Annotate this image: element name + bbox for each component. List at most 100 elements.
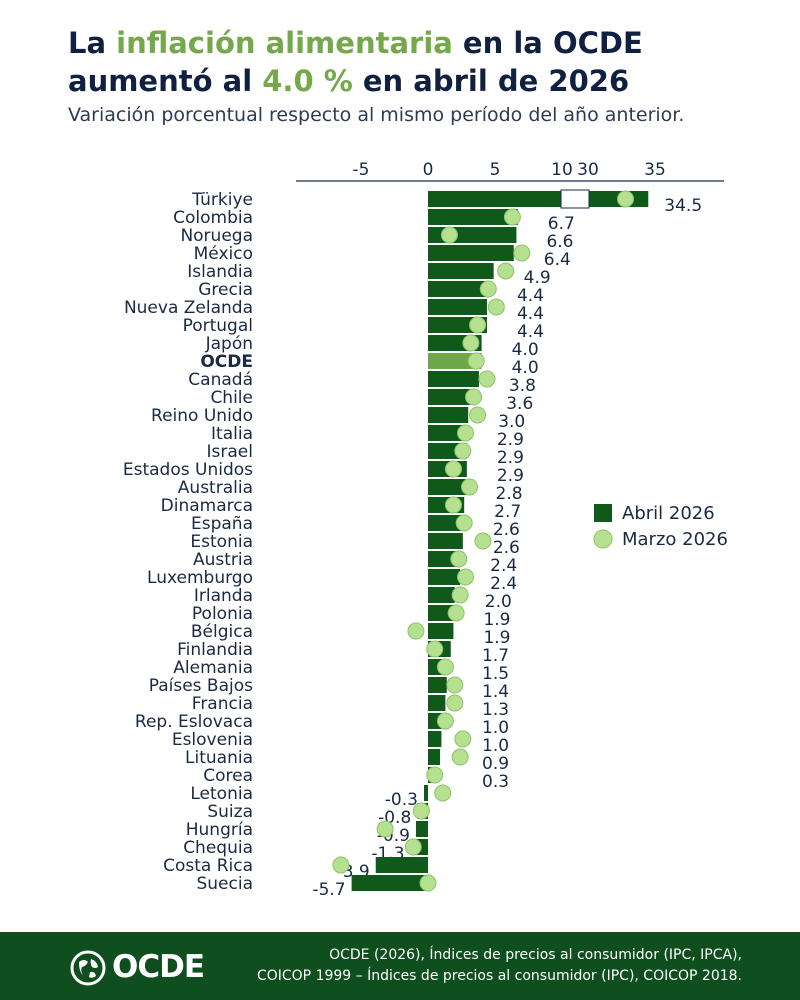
data-label: 6.6 bbox=[546, 232, 573, 252]
bar bbox=[428, 731, 442, 747]
footer-bar: OCDE OCDE (2026), Índices de precios al … bbox=[0, 932, 800, 1000]
data-label: 2.9 bbox=[497, 448, 524, 468]
data-label: -0.3 bbox=[385, 790, 418, 810]
data-label: 4.0 bbox=[512, 358, 539, 378]
bar bbox=[428, 533, 463, 549]
marker bbox=[487, 298, 505, 316]
data-label: 4.0 bbox=[512, 340, 539, 360]
data-label: 2.4 bbox=[490, 556, 517, 576]
bar bbox=[428, 569, 461, 585]
source-line-2: COICOP 1999 – Índices de precios al cons… bbox=[256, 968, 742, 984]
category-label: España bbox=[191, 514, 253, 534]
oecd-logo-text: OCDE bbox=[112, 949, 205, 985]
bar bbox=[428, 371, 479, 387]
data-label: 3.8 bbox=[509, 376, 536, 396]
category-label: Türkiye bbox=[191, 190, 253, 210]
x-tick-label: 5 bbox=[490, 160, 501, 180]
legend-swatch-abril bbox=[594, 504, 612, 522]
category-label: Estonia bbox=[190, 532, 253, 552]
data-label: 1.9 bbox=[483, 628, 510, 648]
bar bbox=[428, 299, 487, 315]
category-label: Estados Unidos bbox=[123, 460, 253, 480]
marker bbox=[497, 262, 515, 280]
bar bbox=[423, 785, 428, 801]
category-label: Suiza bbox=[207, 802, 253, 822]
data-label: 3.0 bbox=[498, 412, 525, 432]
bar bbox=[428, 479, 466, 495]
category-label: Rep. Eslovaca bbox=[135, 712, 253, 732]
category-label: Italia bbox=[211, 424, 253, 444]
bar bbox=[428, 749, 441, 765]
marker bbox=[455, 514, 473, 532]
bar bbox=[428, 695, 446, 711]
x-tick-label: 35 bbox=[644, 160, 666, 180]
category-label: Dinamarca bbox=[161, 496, 253, 516]
marker bbox=[447, 604, 465, 622]
data-label: 2.9 bbox=[497, 430, 524, 450]
bar bbox=[428, 425, 467, 441]
marker bbox=[451, 748, 469, 766]
marker bbox=[440, 226, 458, 244]
category-label: Polonia bbox=[192, 604, 253, 624]
bar bbox=[428, 353, 482, 369]
x-tick-label: 0 bbox=[423, 160, 434, 180]
marker bbox=[457, 424, 475, 442]
category-label: Colombia bbox=[173, 208, 253, 228]
bar bbox=[428, 389, 477, 405]
marker bbox=[332, 856, 350, 874]
data-label: 6.4 bbox=[544, 250, 571, 270]
bar bbox=[428, 245, 514, 261]
bar bbox=[428, 623, 454, 639]
category-label: Costa Rica bbox=[163, 856, 253, 876]
data-label: 0.9 bbox=[482, 754, 509, 774]
bar bbox=[428, 209, 518, 225]
marker bbox=[451, 586, 469, 604]
data-label: -5.7 bbox=[312, 880, 345, 900]
oecd-globe-icon bbox=[70, 950, 106, 986]
axis-break-marker bbox=[560, 189, 590, 209]
data-label: 2.4 bbox=[490, 574, 517, 594]
data-label: 4.4 bbox=[517, 286, 544, 306]
marker bbox=[412, 802, 430, 820]
bar bbox=[428, 263, 494, 279]
legend-label-abril: Abril 2026 bbox=[622, 503, 715, 524]
marker bbox=[434, 784, 452, 802]
data-label: 4.4 bbox=[517, 304, 544, 324]
data-label: 6.7 bbox=[548, 214, 575, 234]
category-label: Francia bbox=[192, 694, 253, 714]
marker bbox=[446, 676, 464, 694]
marker bbox=[419, 874, 437, 892]
bar bbox=[375, 857, 428, 873]
data-label: 0.3 bbox=[482, 772, 509, 792]
data-label: 1.3 bbox=[482, 700, 509, 720]
marker bbox=[617, 190, 635, 208]
category-label: Lituania bbox=[185, 748, 253, 768]
marker bbox=[446, 694, 464, 712]
category-label: Islandia bbox=[187, 262, 253, 282]
marker bbox=[461, 478, 479, 496]
marker bbox=[513, 244, 531, 262]
title-highlight-value: 4.0 % bbox=[262, 64, 353, 98]
category-label: México bbox=[194, 244, 253, 264]
category-label: Finlandia bbox=[177, 640, 253, 660]
bar bbox=[428, 407, 469, 423]
bar-chart: -5 0 5 10 30 35 Türkiye 34.5 Colombia 6.7 Noruega 6… bbox=[123, 160, 728, 900]
data-label: 4.4 bbox=[517, 322, 544, 342]
bar bbox=[415, 821, 428, 837]
category-label: Irlanda bbox=[194, 586, 253, 606]
data-label: 2.7 bbox=[494, 502, 521, 522]
bar bbox=[428, 515, 463, 531]
bar bbox=[428, 191, 649, 207]
category-label: Bélgica bbox=[191, 622, 253, 642]
marker bbox=[503, 208, 521, 226]
category-label: Letonia bbox=[190, 784, 253, 804]
marker bbox=[404, 838, 422, 856]
category-label: Corea bbox=[203, 766, 253, 786]
category-label: Nueva Zelanda bbox=[124, 298, 253, 318]
data-label: 1.0 bbox=[482, 736, 509, 756]
data-label: 1.9 bbox=[483, 610, 510, 630]
data-label: 34.5 bbox=[664, 196, 702, 216]
marker bbox=[474, 532, 492, 550]
marker bbox=[450, 550, 468, 568]
bar bbox=[428, 587, 455, 603]
